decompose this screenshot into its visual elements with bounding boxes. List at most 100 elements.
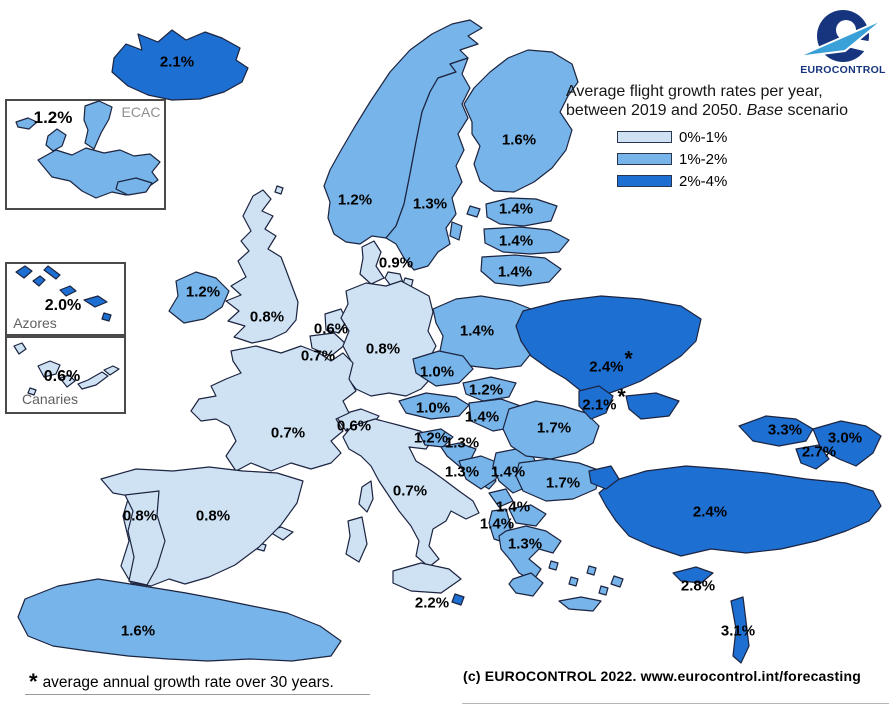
region-corsica (358, 480, 374, 513)
region-moldova (578, 385, 614, 420)
region-north-macedonia (508, 504, 547, 527)
legend-title: Average flight growth rates per year, be… (566, 82, 848, 120)
canaries-caption: Canaries (21, 391, 79, 407)
region-morocco (17, 578, 342, 662)
region-united-kingdom (225, 189, 299, 344)
region-cyprus (672, 566, 714, 584)
region-thrace (588, 465, 620, 490)
bottom-rule-right (462, 703, 889, 704)
azores-island (59, 285, 77, 297)
region-montenegro (488, 488, 514, 508)
region-germany (340, 280, 437, 397)
region-sweden (385, 57, 471, 271)
logo-wordmark: EUROCONTROL (800, 64, 886, 76)
region-malta (451, 593, 465, 606)
canaries-island (27, 387, 37, 396)
region-belgium (309, 332, 347, 357)
region-poland (432, 295, 542, 370)
region-georgia (738, 415, 814, 447)
region-aegean-3 (586, 565, 597, 576)
legend-row-0: 0%-1% (617, 126, 848, 148)
azores-island (83, 295, 108, 308)
footnote: * average annual growth rate over 30 year… (29, 669, 334, 695)
legend-class-label-2: 2%-4% (679, 172, 728, 190)
ecac-caption: ECAC (121, 104, 161, 120)
canaries-island (103, 365, 120, 376)
region-shetland (274, 185, 284, 195)
region-azerbaijan (812, 420, 882, 467)
region-ukraine (515, 295, 702, 397)
bottom-rule-left (25, 694, 370, 695)
azores-island (43, 265, 61, 280)
legend-title-line2-prefix: between 2019 and 2050. (566, 102, 747, 119)
region-crete (558, 596, 602, 612)
region-estonia (485, 197, 558, 227)
legend-row-1: 1%-2% (617, 148, 848, 170)
legend-swatch-0 (617, 131, 672, 143)
ecac-mini-iceland (15, 117, 38, 130)
region-iceland (111, 29, 249, 101)
ecac-mini-turkey (115, 177, 153, 196)
legend-class-label-0: 0%-1% (679, 128, 728, 146)
legend-title-scenario-name: Base (746, 102, 784, 119)
azores-inset-islands (15, 265, 112, 322)
azores-growth-value: 2.0% (44, 297, 82, 314)
region-gotland (449, 221, 463, 241)
azores-island (15, 265, 33, 279)
region-greece (498, 525, 562, 582)
region-denmark (359, 240, 385, 285)
region-rhodes (610, 575, 624, 588)
canaries-growth-value: 0.6% (43, 368, 81, 385)
region-slovakia (462, 376, 517, 402)
region-israel (730, 596, 750, 664)
legend-title-line1: Average flight growth rates per year, (566, 83, 823, 100)
region-sicily (392, 562, 462, 594)
ecac-mini-uk (45, 128, 67, 152)
region-slovenia (418, 428, 454, 448)
footnote-asterisk: * (29, 669, 38, 694)
region-france (190, 345, 357, 472)
legend-swatch-2 (617, 175, 672, 187)
azores-island (32, 275, 46, 287)
region-latvia (483, 226, 570, 255)
canaries-island (37, 360, 61, 378)
region-austria (398, 392, 470, 420)
canaries-island (13, 342, 27, 355)
region-bulgaria (515, 458, 602, 502)
canaries-island (59, 374, 76, 388)
legend-rows: 0%-1% 1%-2% 2%-4% (617, 126, 848, 192)
legend-swatch-1 (617, 153, 672, 165)
region-sardinia (345, 516, 368, 563)
copyright-credit: (c) EUROCONTROL 2022. www.eurocontrol.in… (463, 668, 861, 684)
region-netherlands (324, 308, 348, 334)
region-turkey (598, 465, 882, 557)
legend-class-label-1: 1%-2% (679, 150, 728, 168)
canaries-island (77, 371, 109, 390)
region-finland (463, 49, 579, 193)
region-armenia (795, 444, 830, 470)
region-aegean-2 (568, 576, 579, 587)
region-czechia (412, 350, 474, 387)
region-italy (342, 418, 480, 568)
legend: Average flight growth rates per year, be… (566, 82, 848, 192)
region-romania (502, 400, 600, 460)
azores-island (101, 312, 112, 322)
ecac-growth-value: 1.2% (33, 108, 73, 127)
eurocontrol-logo: EUROCONTROL (796, 10, 886, 76)
legend-row-2: 2%-4% (617, 170, 848, 192)
footnote-text: average annual growth rate over 30 years… (42, 674, 334, 691)
region-ireland (168, 271, 230, 324)
region-lithuania (480, 254, 562, 287)
region-portugal (124, 490, 166, 586)
region-aegean-1 (548, 560, 559, 571)
logo-swoosh (796, 18, 885, 58)
region-aegean-4 (598, 585, 609, 596)
ecac-inset-map (15, 100, 161, 199)
region-peloponnese (508, 572, 544, 597)
ecac-mini-scandinavia (83, 100, 113, 150)
region-estonia-islands (466, 205, 481, 218)
canaries-inset-islands (13, 342, 120, 396)
azores-caption: Azores (13, 315, 57, 331)
